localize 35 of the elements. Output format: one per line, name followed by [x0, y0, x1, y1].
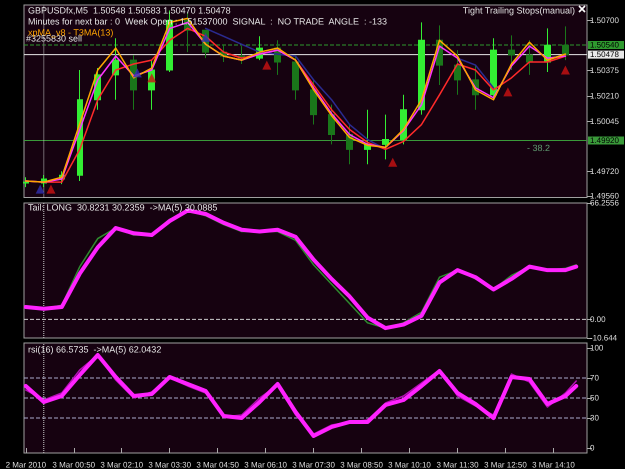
x-tick-label: 3 Mar 06:10 — [244, 460, 288, 469]
x-tick-label: 3 Mar 08:50 — [340, 460, 384, 469]
x-tick-label: 3 Mar 07:30 — [292, 460, 336, 469]
x-tick-label: 3 Mar 02:10 — [100, 460, 144, 469]
x-tick-label: 3 Mar 00:50 — [52, 460, 96, 469]
x-tick-label: 2 Mar 2010 — [6, 460, 47, 469]
y-tick-label: 66.2556 — [590, 198, 620, 208]
series-label: xpMA_v8 - T3MA(13) — [28, 28, 114, 38]
annotation: Tight Trailing Stops(manual) — [462, 6, 575, 16]
chart-title: GBPUSDfx,M5 1.50548 1.50583 1.50470 1.50478 — [28, 6, 231, 16]
y-tick-label: 1.50045 — [590, 116, 620, 126]
chart-title: Tail: LONG 30.8231 30.2359 ->MA(5) 30.0885 — [28, 202, 218, 212]
y-tick-label: 50 — [590, 394, 600, 402]
annotation: - 38.2 — [527, 143, 550, 154]
y-tick-label: -10.644 — [590, 334, 618, 342]
x-tick-label: 3 Mar 14:10 — [532, 460, 576, 469]
x-tick-label: 3 Mar 04:50 — [196, 460, 240, 469]
y-tick-label: 1.50210 — [590, 91, 620, 100]
y-tick-label: 0.00 — [590, 314, 606, 324]
ref-line-label: 1.49920 — [590, 136, 620, 146]
x-tick-label: 3 Mar 10:10 — [388, 460, 432, 469]
y-tick-label: 1.49560 — [590, 192, 620, 200]
chart-title: rsi(16) 66.5735 ->MA(5) 62.0432 — [28, 344, 162, 354]
y-tick-label: 0 — [590, 444, 595, 452]
ref-line-label: 1.50478 — [590, 50, 620, 60]
y-tick-label: 1.49720 — [590, 166, 620, 176]
x-tick-label: 3 Mar 03:30 — [148, 460, 192, 469]
y-tick-label: 100 — [590, 344, 604, 352]
y-tick-label: 1.50700 — [590, 16, 620, 25]
x-tick-label: 3 Mar 12:50 — [484, 460, 528, 469]
y-tick-label: 1.50375 — [590, 66, 620, 75]
y-tick-label: 70 — [590, 374, 600, 382]
ref-line-label: 1.50540 — [590, 40, 620, 50]
y-tick-label: 30 — [590, 414, 600, 422]
x-tick-label: 3 Mar 11:30 — [436, 460, 480, 469]
